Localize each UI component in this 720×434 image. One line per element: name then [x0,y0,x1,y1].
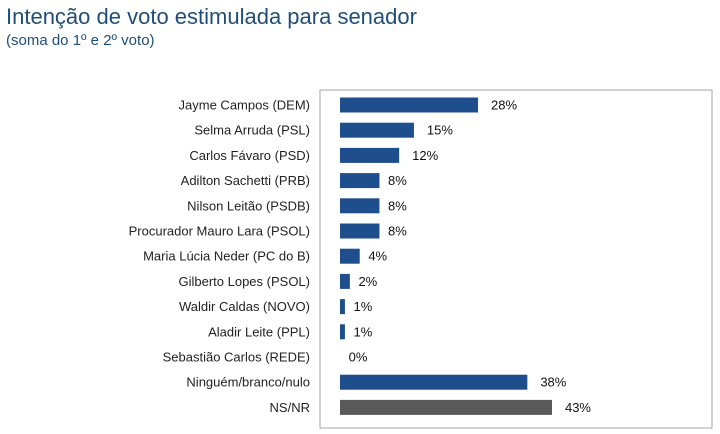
category-label: Ninguém/branco/nulo [186,375,310,390]
bar [340,147,400,163]
value-label: 12% [412,148,438,163]
category-label: Adilton Sachetti (PRB) [181,173,310,188]
bar [340,248,360,264]
value-label: 8% [388,224,407,239]
bar [340,97,479,113]
bar [340,399,552,415]
value-label: 8% [388,173,407,188]
bar [340,273,350,289]
chart-title: Intenção de voto estimulada para senador [6,4,417,29]
plot-frame [319,89,713,429]
bar [340,223,380,239]
category-label: Sebastião Carlos (REDE) [163,350,310,365]
value-label: 2% [358,274,377,289]
value-label: 0% [349,350,368,365]
bars-group: Jayme Campos (DEM) 28% Selma Arruda (PSL) 1… [129,97,591,415]
value-label: 4% [368,249,387,264]
bar [340,198,380,214]
bar [340,173,380,189]
bar [340,374,528,390]
category-label: Aladir Leite (PPL) [208,324,310,339]
category-label: Gilberto Lopes (PSOL) [178,274,310,289]
bar [340,299,345,315]
category-label: Maria Lúcia Neder (PC do B) [143,249,310,264]
bar [340,324,345,340]
value-label: 1% [354,324,373,339]
category-label: Waldir Caldas (NOVO) [179,299,310,314]
value-label: 15% [427,123,453,138]
value-label: 28% [491,98,517,113]
value-label: 38% [540,375,566,390]
category-label: Procurador Mauro Lara (PSOL) [129,224,310,239]
value-label: 8% [388,198,407,213]
value-label: 1% [354,299,373,314]
value-label: 43% [565,400,591,415]
category-label: Carlos Fávaro (PSD) [189,148,310,163]
chart-subtitle: (soma do 1º e 2º voto) [6,32,155,49]
category-label: NS/NR [270,400,310,415]
category-label: Jayme Campos (DEM) [179,98,310,113]
bar [340,122,414,138]
category-label: Selma Arruda (PSL) [194,123,310,138]
category-label: Nilson Leitão (PSDB) [187,198,310,213]
